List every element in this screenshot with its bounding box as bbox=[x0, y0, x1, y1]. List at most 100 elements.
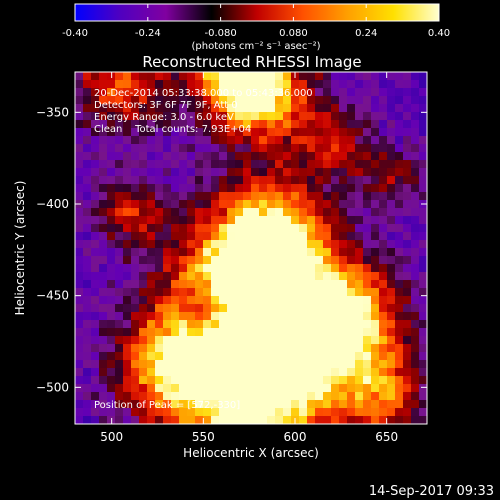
heatmap-cell bbox=[323, 144, 332, 153]
heatmap-cell bbox=[315, 224, 324, 233]
heatmap-cell bbox=[275, 256, 284, 265]
heatmap-cell bbox=[227, 360, 236, 369]
heatmap-cell bbox=[123, 368, 132, 377]
heatmap-cell bbox=[211, 384, 220, 393]
heatmap-cell bbox=[355, 392, 364, 401]
heatmap-cell bbox=[259, 416, 268, 424]
heatmap-cell bbox=[211, 128, 220, 137]
heatmap-cell bbox=[267, 160, 276, 169]
heatmap-cell bbox=[219, 80, 228, 89]
heatmap-cell bbox=[91, 272, 100, 281]
heatmap-cell bbox=[411, 216, 420, 225]
heatmap-cell bbox=[83, 112, 92, 121]
heatmap-cell bbox=[403, 88, 412, 97]
heatmap-cell bbox=[227, 224, 236, 233]
heatmap-cell bbox=[211, 72, 220, 81]
heatmap-cell bbox=[147, 328, 156, 337]
heatmap-cell bbox=[115, 192, 124, 201]
heatmap-cell bbox=[227, 240, 236, 249]
heatmap-cell bbox=[171, 168, 180, 177]
heatmap-cell bbox=[323, 96, 332, 105]
heatmap-cell bbox=[155, 272, 164, 281]
heatmap-cell bbox=[331, 152, 340, 161]
heatmap-cell bbox=[115, 184, 124, 193]
heatmap-cell bbox=[227, 320, 236, 329]
heatmap-cell bbox=[235, 312, 244, 321]
heatmap-cell bbox=[235, 248, 244, 257]
heatmap-cell bbox=[83, 272, 92, 281]
heatmap-cell bbox=[291, 392, 300, 401]
heatmap-cell bbox=[179, 280, 188, 289]
heatmap-cell bbox=[243, 328, 252, 337]
heatmap-cell bbox=[363, 248, 372, 257]
heatmap-cell bbox=[91, 176, 100, 185]
heatmap-cell bbox=[395, 400, 404, 409]
heatmap-cell bbox=[187, 400, 196, 409]
heatmap-cell bbox=[251, 136, 260, 145]
heatmap-cell bbox=[235, 80, 244, 89]
heatmap-cell bbox=[307, 288, 316, 297]
heatmap-cell bbox=[171, 384, 180, 393]
heatmap-cell bbox=[379, 208, 388, 217]
heatmap-cell bbox=[147, 136, 156, 145]
heatmap-cell bbox=[171, 216, 180, 225]
heatmap-cell bbox=[163, 312, 172, 321]
heatmap-cell bbox=[75, 368, 84, 377]
colorbar-tick-label: -0.40 bbox=[62, 28, 88, 39]
heatmap-cell bbox=[139, 336, 148, 345]
heatmap-cell bbox=[315, 80, 324, 89]
heatmap-cell bbox=[315, 360, 324, 369]
heatmap-cell bbox=[283, 144, 292, 153]
heatmap-cell bbox=[355, 128, 364, 137]
heatmap-cell bbox=[267, 192, 276, 201]
heatmap-cell bbox=[403, 104, 412, 113]
heatmap-cell bbox=[115, 400, 124, 409]
heatmap-cell bbox=[187, 88, 196, 97]
heatmap-cell bbox=[115, 232, 124, 241]
heatmap-cell bbox=[299, 224, 308, 233]
heatmap-cell bbox=[371, 104, 380, 113]
heatmap-cell bbox=[115, 88, 124, 97]
heatmap-cell bbox=[91, 376, 100, 385]
heatmap-cell bbox=[187, 104, 196, 113]
heatmap-cell bbox=[347, 264, 356, 273]
heatmap-cell bbox=[275, 200, 284, 209]
heatmap-cell bbox=[227, 176, 236, 185]
heatmap-cell bbox=[387, 224, 396, 233]
heatmap-cell bbox=[307, 240, 316, 249]
heatmap-cell bbox=[259, 184, 268, 193]
heatmap-cell bbox=[283, 272, 292, 281]
heatmap-cell bbox=[291, 176, 300, 185]
heatmap-cell bbox=[331, 296, 340, 305]
heatmap-cell bbox=[259, 136, 268, 145]
heatmap-cell bbox=[347, 144, 356, 153]
heatmap-cell bbox=[131, 88, 140, 97]
heatmap-cell bbox=[267, 200, 276, 209]
heatmap-cell bbox=[227, 264, 236, 273]
heatmap-cell bbox=[219, 360, 228, 369]
heatmap-cell bbox=[203, 200, 212, 209]
heatmap-cell bbox=[187, 168, 196, 177]
heatmap-cell bbox=[211, 168, 220, 177]
heatmap-cell bbox=[211, 80, 220, 89]
heatmap-cell bbox=[163, 336, 172, 345]
heatmap-cell bbox=[147, 272, 156, 281]
heatmap-cell bbox=[179, 384, 188, 393]
heatmap-cell bbox=[259, 192, 268, 201]
heatmap-cell bbox=[171, 344, 180, 353]
heatmap-cell bbox=[339, 136, 348, 145]
heatmap-cell bbox=[243, 408, 252, 417]
heatmap-cell bbox=[363, 312, 372, 321]
heatmap-cell bbox=[355, 136, 364, 145]
heatmap-cell bbox=[155, 232, 164, 241]
heatmap-cell bbox=[419, 416, 427, 424]
heatmap-cell bbox=[307, 96, 316, 105]
heatmap-cell bbox=[299, 120, 308, 129]
heatmap-cell bbox=[251, 168, 260, 177]
heatmap-cell bbox=[299, 392, 308, 401]
heatmap-cell bbox=[187, 224, 196, 233]
heatmap-cell bbox=[251, 184, 260, 193]
heatmap-cell bbox=[139, 208, 148, 217]
heatmap-cell bbox=[115, 160, 124, 169]
heatmap-cell bbox=[307, 344, 316, 353]
